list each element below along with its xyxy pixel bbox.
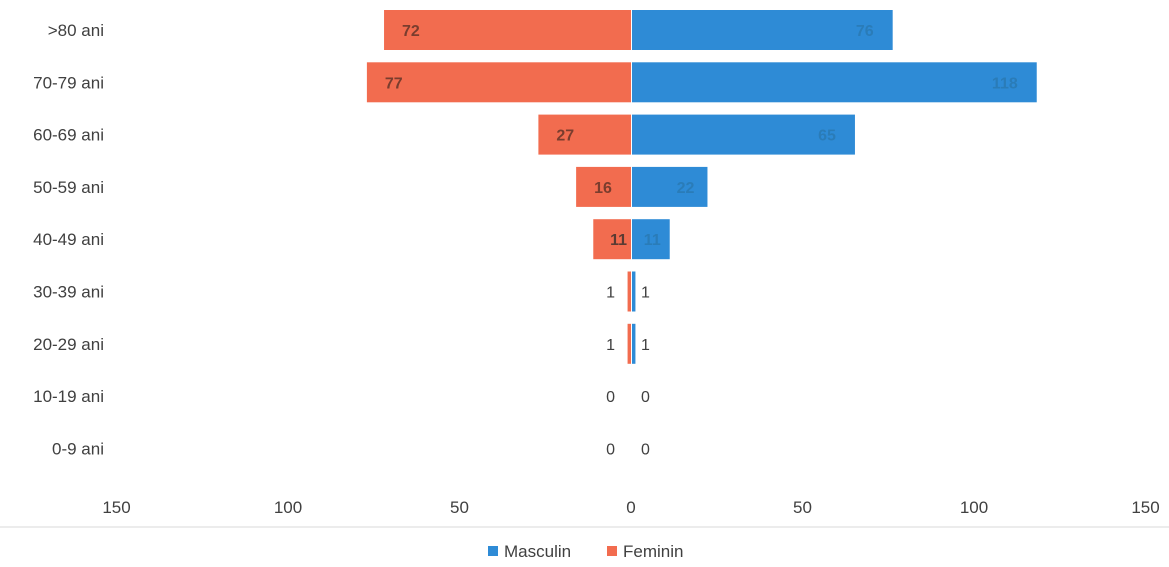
bar-masculin xyxy=(632,166,708,207)
category-label: 10-19 ani xyxy=(33,387,104,406)
bar-masculin xyxy=(632,62,1037,103)
value-label-feminin: 11 xyxy=(610,232,627,249)
bar-feminin xyxy=(627,271,631,312)
value-label-feminin: 1 xyxy=(606,337,615,354)
category-label: 40-49 ani xyxy=(33,230,104,249)
x-tick-labels-group: 150 100 50 0 50 100 150 xyxy=(102,498,1159,517)
value-label-feminin: 0 xyxy=(606,389,615,406)
value-label-masculin: 1 xyxy=(641,285,650,302)
bar-feminin xyxy=(593,219,631,260)
bar-feminin xyxy=(366,62,631,103)
legend-swatch-masculin xyxy=(488,546,498,556)
bar-feminin xyxy=(627,323,631,364)
category-label: 0-9 ani xyxy=(52,439,104,458)
value-label-masculin: 118 xyxy=(992,75,1018,92)
bar-masculin xyxy=(632,10,893,50)
bars-group xyxy=(366,10,1037,364)
value-label-masculin: 22 xyxy=(677,180,695,197)
value-label-masculin: 11 xyxy=(644,232,661,249)
value-label-feminin: 27 xyxy=(556,128,574,145)
value-label-masculin: 0 xyxy=(641,441,650,458)
category-label: 70-79 ani xyxy=(33,73,104,92)
bar-feminin xyxy=(576,166,631,207)
bar-masculin xyxy=(632,114,855,155)
value-label-feminin: 77 xyxy=(385,75,403,92)
category-label: 20-29 ani xyxy=(33,335,104,354)
value-label-feminin: 0 xyxy=(606,441,615,458)
x-tick-label: 100 xyxy=(274,498,302,517)
value-label-masculin: 0 xyxy=(641,389,650,406)
bar-masculin xyxy=(632,219,670,260)
value-label-masculin: 65 xyxy=(818,128,836,145)
legend-label-masculin: Masculin xyxy=(504,542,571,561)
legend-swatch-feminin xyxy=(607,546,617,556)
bar-masculin xyxy=(632,271,636,312)
category-label: 60-69 ani xyxy=(33,126,104,145)
x-tick-label: 150 xyxy=(1131,498,1159,517)
legend: Masculin Feminin xyxy=(488,542,683,561)
x-tick-label: 50 xyxy=(450,498,469,517)
bar-masculin xyxy=(632,323,636,364)
category-labels-group: >80 ani 70-79 ani 60-69 ani 50-59 ani 40-49 … xyxy=(33,21,104,458)
value-label-feminin: 16 xyxy=(594,180,612,197)
bar-feminin xyxy=(384,10,631,50)
legend-label-feminin: Feminin xyxy=(623,542,683,561)
bar-feminin xyxy=(538,114,631,155)
value-label-masculin: 76 xyxy=(856,23,874,40)
category-label: 30-39 ani xyxy=(33,283,104,302)
value-label-feminin: 72 xyxy=(402,23,420,40)
x-tick-label: 50 xyxy=(793,498,812,517)
category-label: >80 ani xyxy=(48,21,104,40)
x-tick-label: 100 xyxy=(960,498,988,517)
x-tick-label: 0 xyxy=(626,498,635,517)
value-label-masculin: 1 xyxy=(641,337,650,354)
category-label: 50-59 ani xyxy=(33,178,104,197)
value-label-feminin: 1 xyxy=(606,285,615,302)
x-tick-label: 150 xyxy=(102,498,130,517)
